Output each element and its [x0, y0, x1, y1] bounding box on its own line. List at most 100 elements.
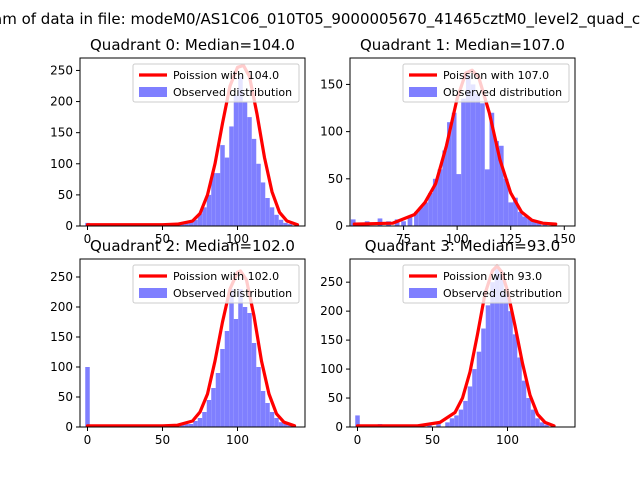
histogram-bar: [526, 398, 531, 427]
histogram-bar: [242, 307, 248, 427]
histogram-bar: [287, 425, 293, 427]
x-tick-label: 50: [155, 232, 170, 246]
histogram-bar: [206, 194, 212, 226]
histogram-bar: [211, 173, 216, 226]
legend-bar-label: Observed distribution: [443, 86, 562, 99]
histogram-bar: [233, 95, 239, 226]
x-tick-label: 150: [553, 232, 576, 246]
legend-box: [132, 264, 300, 304]
histogram-bar: [265, 198, 270, 226]
x-tick-label: 0: [354, 433, 362, 447]
legend-line-label: Poission with 104.0: [173, 69, 279, 82]
subplot-quadrant-3: 0 50 100 0 50 100 150 200 250 Quadrant 3: Median=…: [320, 237, 576, 447]
histogram-bar: [494, 264, 500, 427]
histogram-bar: [256, 163, 261, 226]
subplot-title: Quadrant 3: Median=93.0: [365, 237, 560, 255]
y-tick-label: 0: [335, 219, 343, 233]
histogram-bar: [197, 418, 203, 427]
histogram-bar: [527, 218, 532, 226]
histogram-bar: [513, 197, 518, 226]
histogram-bar: [494, 141, 499, 226]
histogram-bar: [503, 178, 509, 226]
histogram-bar: [184, 424, 189, 427]
histogram-bar: [283, 424, 288, 427]
histogram-bar: [238, 76, 243, 226]
y-tick-label: 0: [335, 420, 343, 434]
histogram-bar: [454, 415, 459, 427]
subplot-title: Quadrant 1: Median=107.0: [360, 36, 565, 54]
y-tick-label: 50: [328, 172, 343, 186]
histogram-bar: [179, 424, 185, 427]
histogram-bar: [242, 101, 248, 226]
histogram-bar: [401, 221, 406, 226]
axes-frame: [349, 57, 576, 227]
x-tick-label: 0: [84, 232, 92, 246]
legend-bar-swatch: [139, 87, 167, 97]
histogram-bar: [229, 126, 234, 226]
histogram-bar: [193, 219, 198, 226]
histogram-bar: [517, 211, 523, 226]
figure-suptitle: Histogram of data in file: modeM0/AS1C06…: [0, 10, 640, 29]
histogram-bar: [508, 311, 513, 427]
y-tick-label: 150: [320, 333, 343, 347]
x-tick-label: 0: [84, 433, 92, 447]
y-tick-label: 100: [320, 125, 343, 139]
x-tick-label: 50: [155, 433, 170, 447]
histogram-bar: [414, 211, 419, 226]
histogram-bar: [418, 207, 424, 226]
histogram-bar: [215, 373, 221, 427]
histogram-bar: [458, 409, 464, 427]
x-tick-label: 50: [425, 433, 440, 447]
histogram-bar: [535, 418, 540, 427]
histogram-bar: [508, 202, 514, 226]
legend-bar-label: Observed distribution: [173, 86, 292, 99]
y-tick-label: 150: [50, 330, 73, 344]
histogram-bar: [197, 213, 203, 226]
histogram-bar: [498, 145, 504, 226]
y-tick-label: 200: [50, 95, 73, 109]
histogram-bar: [211, 388, 216, 427]
histogram-bar: [521, 380, 527, 427]
y-tick-label: 100: [50, 360, 73, 374]
histogram-bar: [238, 289, 243, 427]
subplot-quadrant-1: 75 100 125 150 0 50 100 150 Quadrant 1: Median=1…: [320, 36, 576, 246]
histogram-bar: [224, 331, 230, 427]
axes-frame: [349, 258, 576, 428]
histogram-bar: [202, 207, 207, 226]
legend-line-label: Poission with 107.0: [443, 69, 549, 82]
y-tick-label: 50: [58, 188, 73, 202]
histogram-bar: [512, 334, 518, 427]
histogram-bar: [278, 422, 284, 427]
subplot-grid: 0 50 100 0 50 100 150 200 250 Quadrant 0: Median=…: [50, 36, 576, 447]
histogram-bar: [465, 74, 471, 226]
y-tick-label: 200: [50, 300, 73, 314]
x-tick-label: 125: [499, 232, 522, 246]
histogram-bar: [485, 305, 491, 427]
y-tick-label: 50: [328, 391, 343, 405]
axes-frame: [79, 258, 306, 428]
histogram-bar: [202, 412, 207, 427]
x-tick-label: 100: [496, 433, 519, 447]
histogram-bar: [256, 367, 261, 427]
legend-bar-swatch: [409, 288, 437, 298]
histogram-bar: [475, 93, 481, 226]
histogram-bar: [484, 169, 490, 226]
histogram-bar: [437, 169, 443, 226]
subplot-quadrant-2: 0 50 100 0 50 100 150 200 250 Quadrant 2: Median=…: [50, 237, 306, 447]
subplot-title: Quadrant 0: Median=104.0: [90, 36, 295, 54]
y-tick-label: 100: [320, 362, 343, 376]
histogram-bar: [503, 293, 509, 427]
histogram-bar: [355, 415, 360, 427]
y-tick-label: 150: [320, 77, 343, 91]
histogram-bar: [442, 150, 448, 226]
histogram-bar: [188, 221, 194, 226]
histogram-bar: [260, 391, 266, 427]
histogram-bar: [350, 219, 356, 226]
histogram-bar: [278, 219, 284, 226]
y-tick-label: 250: [50, 63, 73, 77]
plot-area: [85, 269, 297, 427]
histogram-bar: [233, 319, 239, 427]
histogram-bar: [456, 174, 462, 226]
histogram-bar: [251, 138, 257, 226]
